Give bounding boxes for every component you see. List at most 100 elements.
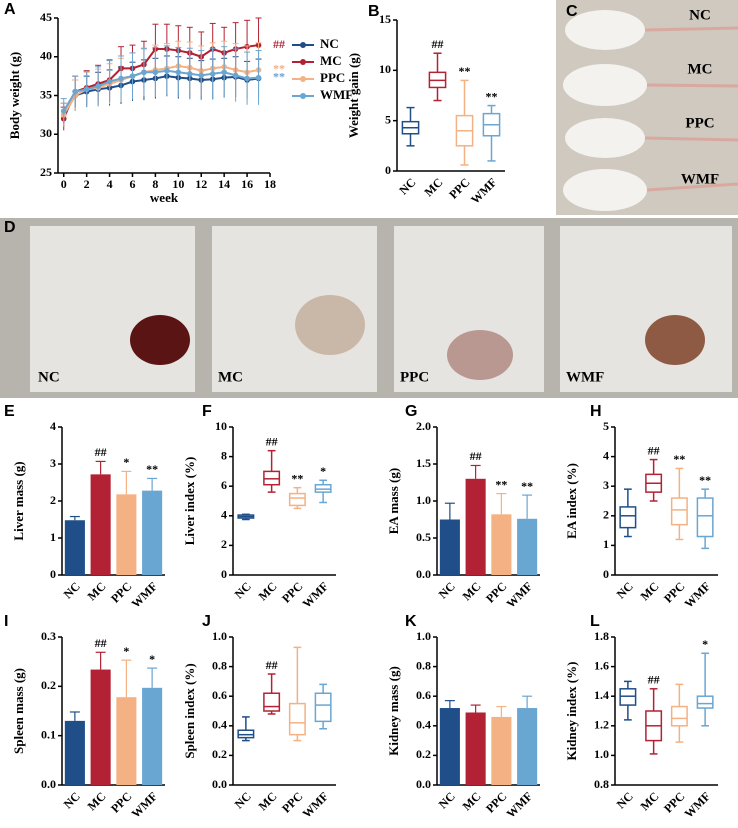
x-tick-label: WMF [504, 789, 536, 821]
point [72, 88, 78, 95]
y-tick-label: 0.0 [416, 567, 431, 581]
x-tick-label: NC [61, 579, 83, 601]
point [255, 74, 262, 81]
legend-marker [300, 76, 306, 82]
legend-label: NC [320, 36, 339, 51]
y-tick-label: 0.8 [416, 658, 431, 672]
y-axis-label: EA index (%) [564, 463, 579, 539]
y-tick-label: 4 [603, 448, 609, 462]
point [141, 69, 147, 76]
box [288, 492, 306, 507]
panel-letter: H [590, 403, 602, 420]
x-tick-label: MC [256, 579, 280, 603]
x-tick-label: WMF [468, 175, 500, 207]
y-tick-label: 0.2 [41, 678, 56, 692]
annotation: ## [273, 37, 285, 51]
photo-c [556, 0, 738, 215]
annotation: ## [648, 443, 660, 457]
y-tick-label: 1.4 [594, 688, 609, 702]
annotation: ** [699, 473, 711, 487]
bar [64, 720, 85, 785]
y-tick-label: 1.0 [416, 493, 431, 507]
photo-label: WMF [566, 369, 604, 385]
y-tick-label: 45 [40, 10, 52, 24]
annotation: ## [266, 434, 278, 448]
x-tick-label: MC [460, 789, 484, 813]
y-tick-label: 30 [40, 126, 52, 140]
legend-label: PPC [320, 70, 345, 85]
y-tick-label: 0.8 [594, 777, 609, 791]
bar [465, 712, 486, 785]
x-axis-label: week [150, 190, 179, 205]
y-axis-label: Liver mass (g) [11, 461, 26, 540]
x-tick-label: NC [396, 175, 418, 197]
y-tick-label: 40 [40, 49, 52, 63]
y-tick-label: 1.8 [594, 629, 609, 643]
x-tick-label: MC [638, 579, 662, 603]
annotation: ## [95, 636, 107, 650]
y-tick-label: 0.2 [416, 747, 431, 761]
box [696, 695, 714, 709]
y-tick-label: 3 [603, 478, 609, 492]
x-tick-label: NC [232, 579, 254, 601]
point [209, 71, 216, 77]
y-tick-label: 1.5 [416, 456, 431, 470]
annotation: ** [273, 69, 285, 83]
x-tick-label: 4 [107, 177, 113, 191]
box [314, 692, 332, 723]
y-axis-label: Spleen mass (g) [11, 668, 26, 754]
point [118, 75, 124, 82]
photo-label: PPC [400, 369, 429, 385]
box [670, 705, 688, 727]
bar [439, 708, 460, 785]
panel-letter: A [4, 1, 16, 18]
x-tick-label: NC [614, 579, 636, 601]
annotation: ## [648, 673, 660, 687]
annotation: ** [291, 471, 303, 485]
x-tick-label: WMF [300, 579, 332, 611]
annotation: ** [273, 62, 285, 76]
x-tick-label: 10 [172, 177, 184, 191]
annotation: * [320, 464, 326, 478]
y-tick-label: 4 [50, 419, 56, 433]
x-tick-label: 6 [129, 177, 135, 191]
point [152, 69, 159, 76]
panel-letter: L [590, 613, 600, 630]
x-tick-label: MC [638, 789, 662, 813]
annotation: ** [495, 477, 507, 491]
y-tick-label: 0.2 [212, 747, 227, 761]
box [288, 702, 306, 736]
point [106, 78, 113, 85]
point [164, 67, 170, 74]
y-tick-label: 0.1 [41, 727, 56, 741]
panel-letter: C [566, 3, 578, 20]
y-tick-label: 10 [379, 62, 391, 76]
y-tick-label: 5 [385, 112, 391, 126]
x-tick-label: WMF [129, 789, 161, 821]
y-tick-label: 8 [221, 448, 227, 462]
annotation: * [702, 637, 708, 651]
annotation: ## [470, 449, 482, 463]
x-tick-label: WMF [129, 579, 161, 611]
x-tick-label: MC [85, 579, 109, 603]
box [619, 506, 637, 529]
y-tick-label: 1.0 [416, 629, 431, 643]
box [670, 497, 688, 526]
x-tick-label: 8 [152, 177, 158, 191]
bar [491, 514, 512, 575]
x-tick-label: WMF [682, 579, 714, 611]
y-tick-label: 0.0 [212, 777, 227, 791]
panel-letter: I [4, 613, 8, 630]
point [232, 72, 239, 79]
annotation: ** [673, 452, 685, 466]
y-tick-label: 0.6 [212, 688, 227, 702]
point [221, 69, 227, 76]
bar [517, 518, 538, 575]
bar [517, 708, 538, 785]
y-tick-label: 2 [603, 508, 609, 522]
x-tick-label: NC [436, 579, 458, 601]
y-axis-label: Body weight (g) [7, 52, 22, 139]
point [60, 108, 67, 114]
annotation: ## [432, 37, 444, 51]
x-tick-label: 0 [61, 177, 67, 191]
